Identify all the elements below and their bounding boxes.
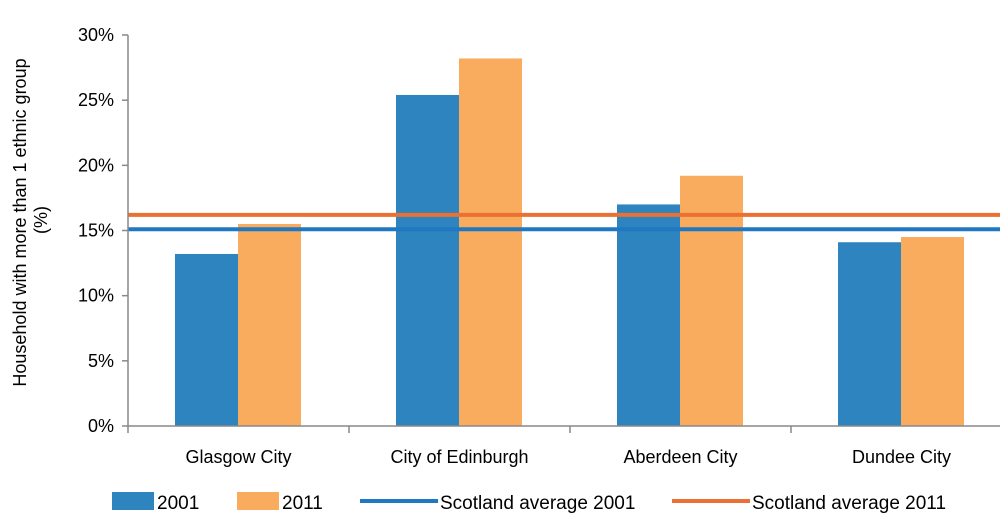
bar-2011-3 [901,237,964,426]
bar-2001-0 [175,253,238,426]
legend-label-2001: 2001 [157,493,199,514]
bar-2001-3 [838,242,901,426]
y-axis-title-line-2: (%) [31,206,51,234]
y-tick-label: 25% [78,90,114,110]
bar-2001-2 [617,204,680,426]
x-tick-label: City of Edinburgh [390,447,528,467]
y-tick-label: 10% [78,286,114,306]
legend-label-reference-1: Scotland average 2011 [752,493,946,514]
y-tick-label: 30% [78,25,114,45]
y-axis-title: Household with more than 1 ethnic group … [10,53,51,386]
y-tick-label: 15% [78,221,114,241]
bar-2011-1 [459,58,522,427]
axes: 0% 5% 10% 15% 20% 25% 30% Glasgow City City of … [78,25,1000,467]
x-tick-label: Aberdeen City [623,447,737,467]
bar-2001-1 [396,94,459,426]
legend-label-2011: 2011 [282,493,323,514]
reference-lines [128,212,1000,232]
y-axis-title-line-1: Household with more than 1 ethnic group [10,58,30,386]
plot-area [175,58,964,427]
legend-label-reference-0: Scotland average 2001 [440,493,635,514]
y-tick-label: 5% [88,351,114,371]
y-ticks: 0% 5% 10% 15% 20% 25% 30% [78,25,128,436]
legend-swatch-2011 [237,492,279,510]
x-tick-label: Glasgow City [185,447,291,467]
bar-2011-0 [238,223,301,426]
legend-swatch-2001 [112,492,154,510]
y-tick-label: 20% [78,155,114,175]
bar-2011-2 [680,175,743,426]
x-ticks: Glasgow City City of Edinburgh Aberdeen Ci… [127,426,951,467]
legend: 2001 2011 Scotland average 2001 Scotland av… [112,492,946,514]
y-tick-label: 0% [88,416,114,436]
x-tick-label: Dundee City [852,447,951,467]
